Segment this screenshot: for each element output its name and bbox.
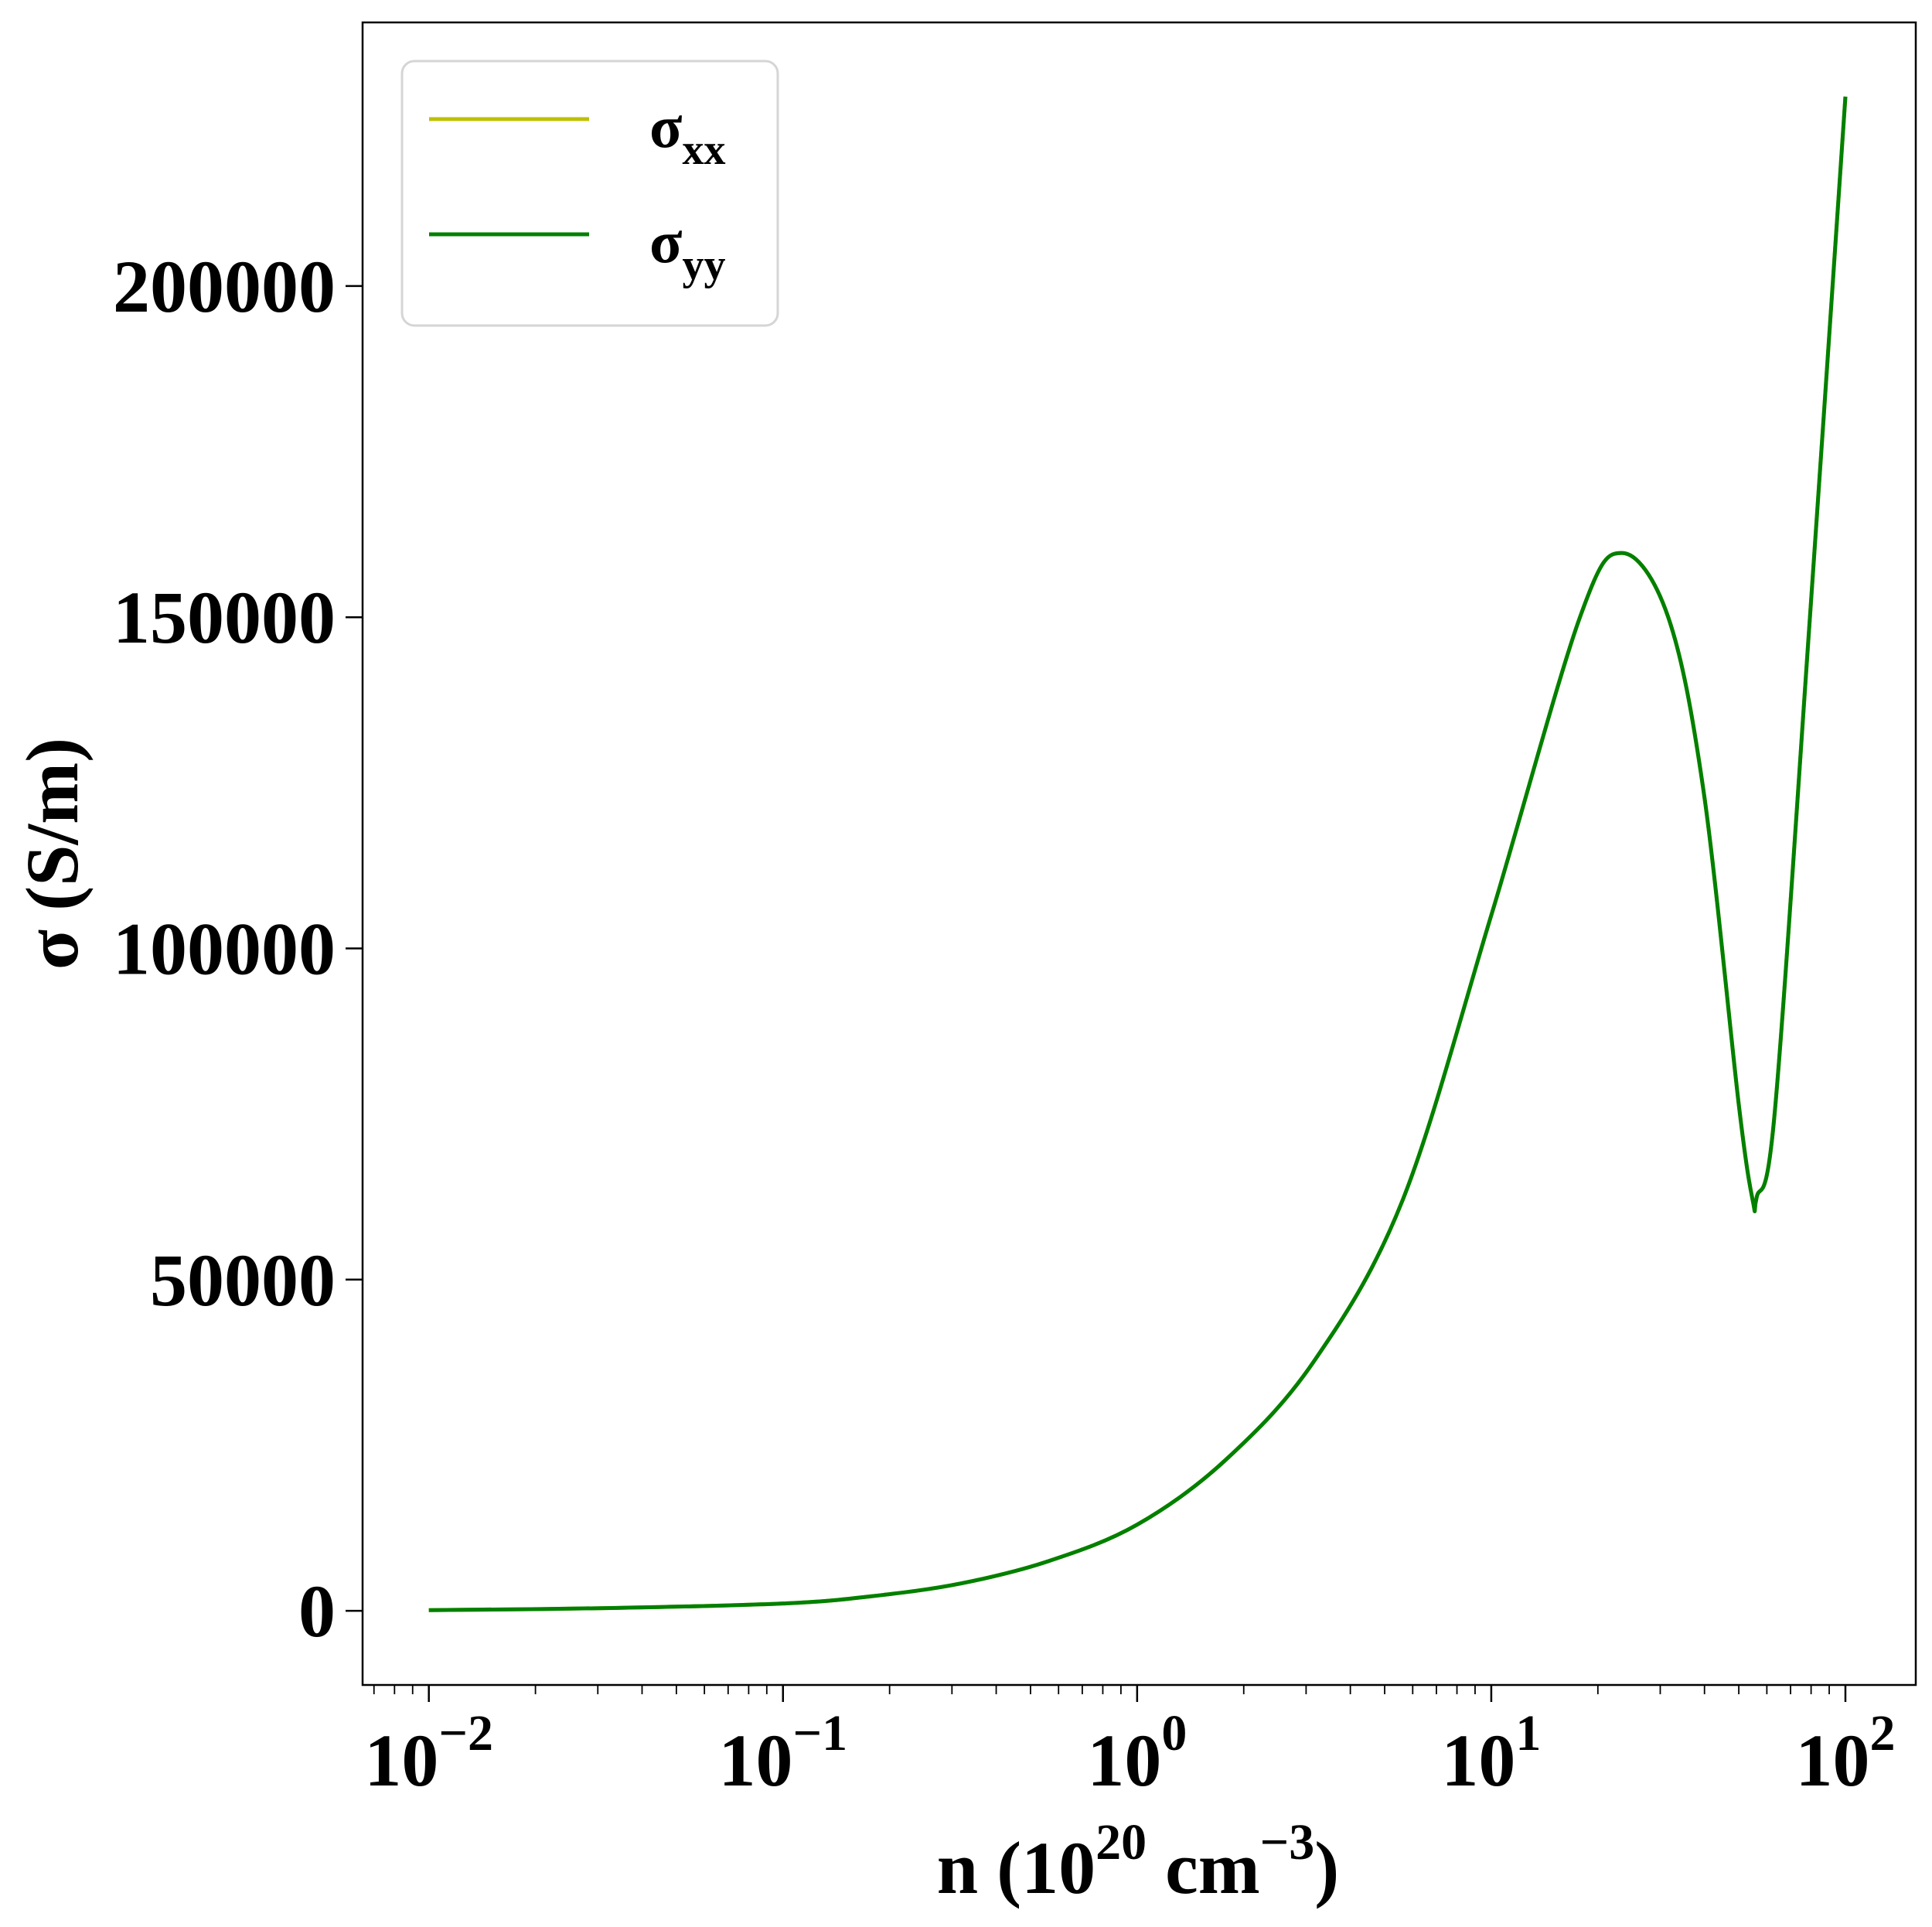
plot-frame: [361, 21, 1917, 1687]
x-tick-label: 10−1: [718, 1705, 847, 1802]
legend-box: [400, 60, 779, 327]
x-axis-label: n (1020 cm−3): [937, 1814, 1340, 1909]
x-tick-label: 10−2: [364, 1705, 493, 1802]
x-tick-label: 100: [1087, 1705, 1187, 1802]
y-axis-label: σ (S/m): [11, 738, 94, 970]
y-tick-label: 50000: [150, 1239, 336, 1322]
legend: σxx σyy: [400, 60, 779, 327]
y-tick-label: 200000: [113, 245, 336, 328]
series-layer: [428, 96, 1848, 1612]
series-line-sigma-yy: [428, 96, 1848, 1612]
y-tick-label: 150000: [113, 576, 336, 659]
y-tick-label: 100000: [113, 907, 336, 990]
y-tick-label: 0: [298, 1570, 336, 1652]
ticks-layer: 10−2 10−1 100 101 102 0 50000 100000 150000 20000…: [113, 245, 1896, 1802]
x-tick-label: 101: [1441, 1705, 1541, 1802]
x-tick-label: 102: [1796, 1705, 1896, 1802]
